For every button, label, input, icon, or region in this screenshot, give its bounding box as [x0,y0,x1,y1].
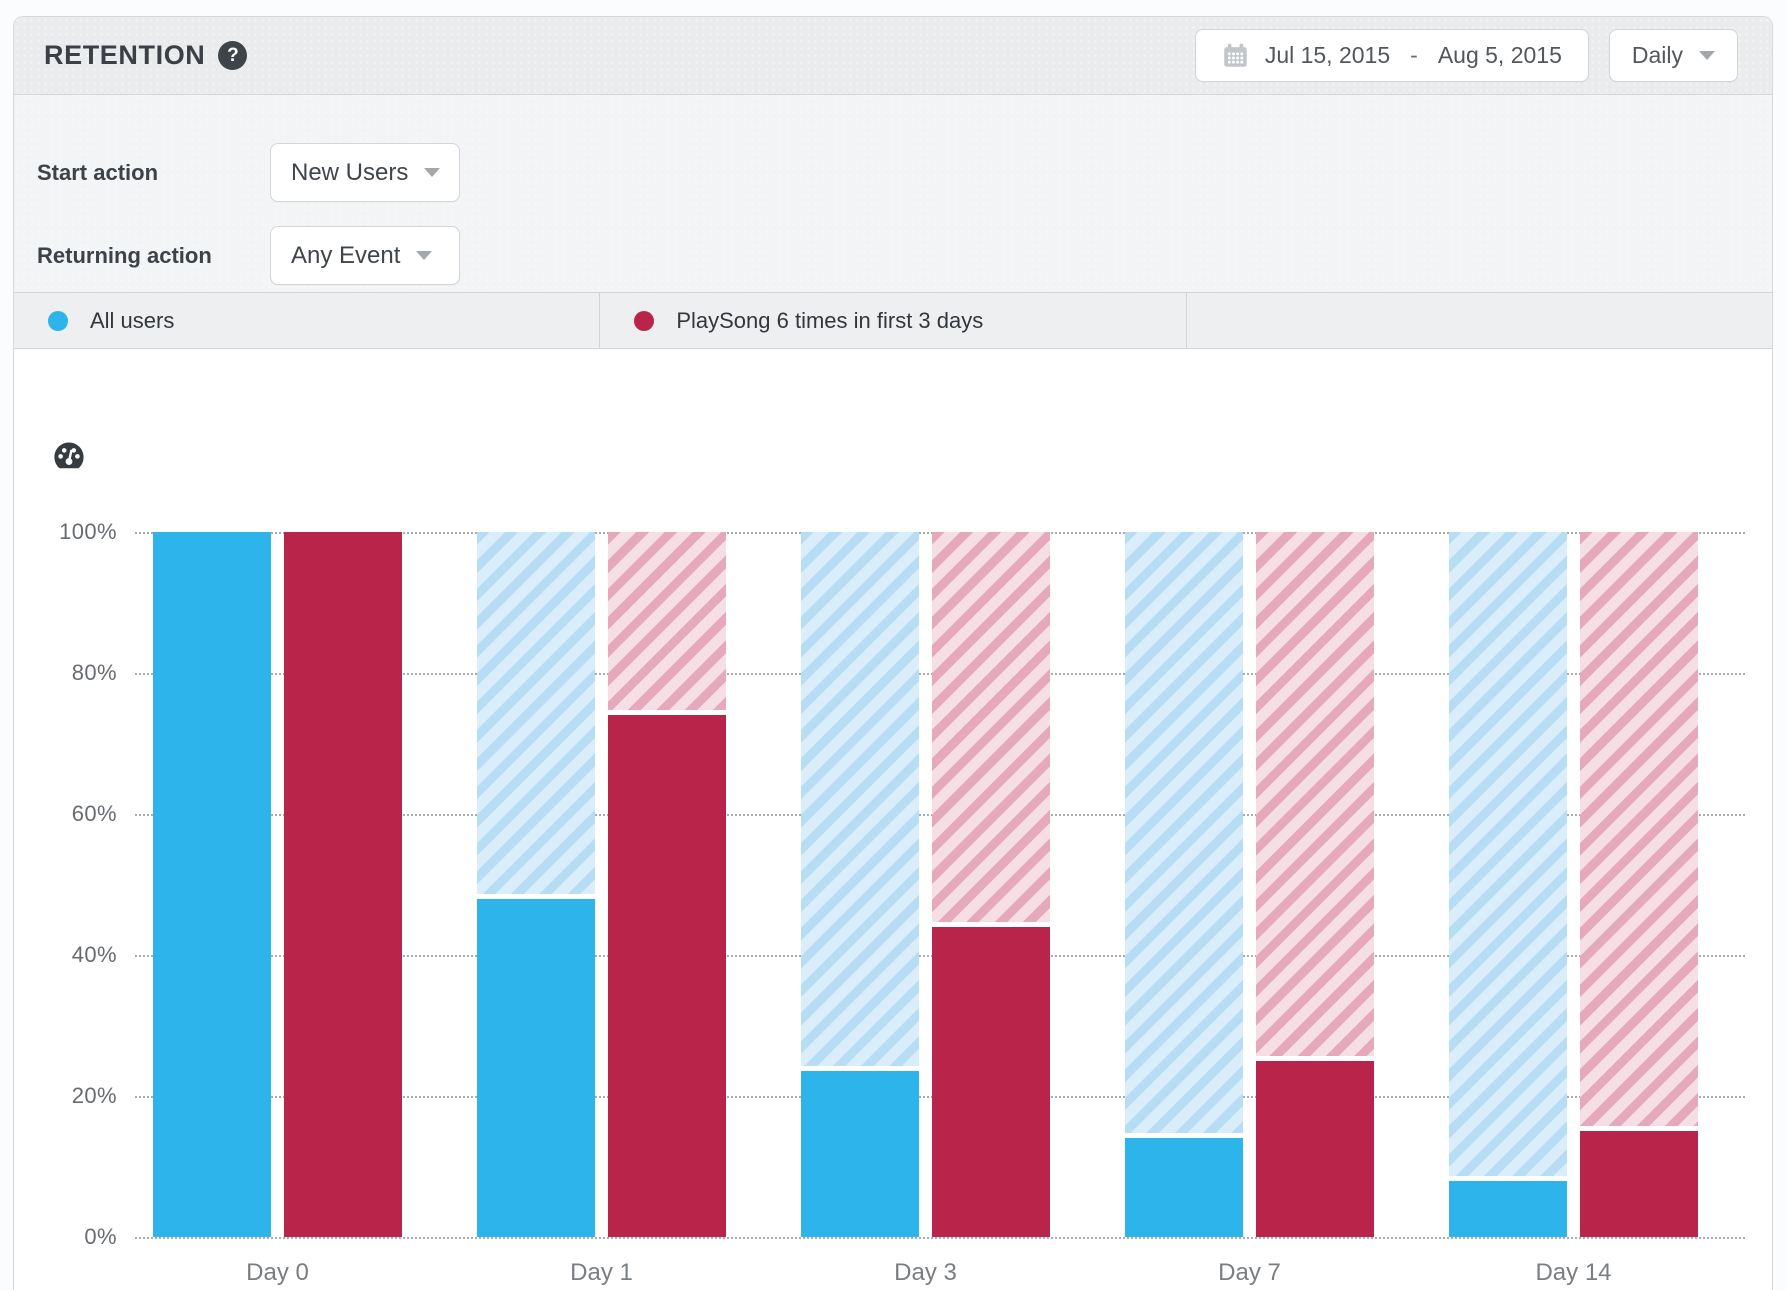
gridline [135,1237,1745,1239]
calendar-icon [1222,42,1249,69]
returning-action-dropdown[interactable]: Any Event [270,226,460,285]
bar-playsong-6-times-in-first-3-days-day-7[interactable] [1256,532,1374,1237]
bar-hatched-remainder [608,532,726,711]
y-axis-tick-label: 20% [71,1083,117,1108]
header-actions: Jul 15, 2015 - Aug 5, 2015 Daily [1194,29,1738,82]
bar-hatched-remainder [1256,532,1374,1056]
bar-solid-value [477,898,595,1237]
bar-group-day-3 [801,532,1050,1237]
bar-hatched-remainder [1449,532,1567,1176]
bar-solid-value [284,532,402,1237]
y-axis-tick-label: 0% [84,1224,117,1249]
gauge-icon[interactable] [53,441,85,476]
bar-playsong-6-times-in-first-3-days-day-1[interactable] [608,532,726,1237]
date-range-separator: - [1410,42,1418,68]
legend-item-all-users[interactable]: All users [14,293,599,348]
returning-action-row: Returning action Any Event [37,226,1772,285]
bar-solid-value [801,1071,919,1237]
cohort-controls: Start action New Users Returning action … [14,95,1772,292]
date-range-button[interactable]: Jul 15, 2015 - Aug 5, 2015 [1194,29,1589,82]
bar-all-users-day-1[interactable] [477,532,595,1237]
bar-solid-value [153,532,271,1237]
bar-playsong-6-times-in-first-3-days-day-0[interactable] [284,532,402,1237]
retention-chart: 0% 20% 40% 60% 80% 100% Day 0 Day 1 Day 3 Day 7 Da… [14,349,1772,1290]
bar-hatched-remainder [477,532,595,894]
bar-hatched-remainder [932,532,1050,922]
x-axis-tick-label: Day 3 [894,1259,957,1286]
bar-solid-value [608,715,726,1237]
bar-group-day-7 [1125,532,1374,1237]
granularity-dropdown[interactable]: Daily [1608,29,1738,82]
y-axis-tick-label: 100% [59,519,117,544]
date-range-end: Aug 5, 2015 [1437,42,1562,68]
bar-all-users-day-0[interactable] [153,532,271,1237]
bar-group-day-1 [477,532,726,1237]
x-axis-tick-label: Day 0 [246,1259,309,1286]
granularity-value: Daily [1631,42,1683,68]
start-action-label: Start action [37,159,159,185]
bar-all-users-day-7[interactable] [1125,532,1243,1237]
y-axis-tick-label: 80% [71,660,117,685]
series-color-dot [48,310,68,331]
bar-hatched-remainder [801,532,919,1067]
bar-hatched-remainder [1125,532,1243,1134]
legend-item-label: PlaySong 6 times in first 3 days [676,307,984,333]
x-axis-tick-label: Day 14 [1535,1259,1612,1286]
chevron-down-icon [416,251,433,260]
bar-solid-value [1580,1131,1698,1237]
chevron-down-icon [424,168,441,177]
bar-hatched-remainder [1580,532,1698,1127]
bar-solid-value [1125,1138,1243,1237]
date-range-start: Jul 15, 2015 [1264,42,1391,68]
bar-solid-value [1449,1180,1567,1237]
bar-all-users-day-14[interactable] [1449,532,1567,1237]
series-legend: All users PlaySong 6 times in first 3 da… [14,292,1772,349]
bar-playsong-6-times-in-first-3-days-day-3[interactable] [932,532,1050,1237]
x-axis-tick-label: Day 1 [570,1259,633,1286]
legend-empty-cell [1185,293,1772,348]
legend-item-playsong-6-times[interactable]: PlaySong 6 times in first 3 days [599,293,1185,348]
bar-solid-value [1256,1060,1374,1237]
returning-action-value: Any Event [291,241,401,269]
bar-solid-value [932,926,1050,1237]
start-action-row: Start action New Users [37,143,1772,202]
legend-item-label: All users [90,307,175,333]
bar-all-users-day-3[interactable] [801,532,919,1237]
start-action-dropdown[interactable]: New Users [270,143,460,202]
bar-group-day-0 [153,532,402,1237]
chevron-down-icon [1699,51,1715,60]
x-axis-tick-label: Day 7 [1218,1259,1281,1286]
series-color-dot [634,310,655,331]
bar-playsong-6-times-in-first-3-days-day-14[interactable] [1580,532,1698,1237]
bar-group-day-14 [1449,532,1698,1237]
y-axis-tick-label: 60% [71,801,117,826]
help-icon[interactable]: ? [218,41,248,70]
start-action-value: New Users [291,158,409,186]
plot-area: 0% 20% 40% 60% 80% 100% Day 0 Day 1 Day 3 Day 7 Da… [59,519,1745,1286]
page-title: RETENTION [44,40,206,70]
returning-action-label: Returning action [37,242,212,268]
header: RETENTION ? Jul 15, 2015 [14,17,1772,95]
retention-panel: RETENTION ? Jul 15, 2015 [13,16,1773,1290]
y-axis-tick-label: 40% [71,942,117,967]
